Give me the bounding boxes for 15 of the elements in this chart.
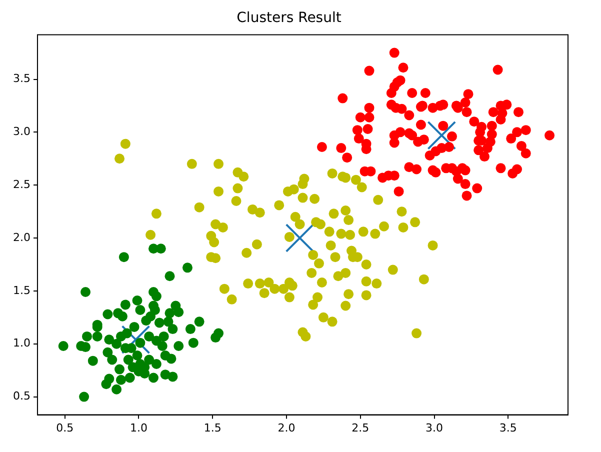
chart-title: Clusters Result <box>236 10 342 26</box>
y-tick-label: 1.5 <box>12 284 30 297</box>
y-tick-label: 1.0 <box>12 336 30 350</box>
x-tick-label: 2.0 <box>278 421 296 434</box>
y-tick-label: 3.5 <box>12 72 30 86</box>
x-tick-label: 2.5 <box>352 421 370 434</box>
x-tick-label: 0.5 <box>56 421 74 434</box>
x-tick-label: 3.5 <box>499 421 517 434</box>
x-tick-label: 1.0 <box>130 421 148 434</box>
y-tick-label: 0.5 <box>12 390 30 403</box>
y-tick-label: 2.0 <box>12 230 30 244</box>
y-tick-label: 2.5 <box>12 178 30 191</box>
x-tick-label: 1.5 <box>204 421 222 434</box>
y-tick-label: 3.0 <box>12 125 30 138</box>
x-tick-label: 3.0 <box>426 421 444 434</box>
